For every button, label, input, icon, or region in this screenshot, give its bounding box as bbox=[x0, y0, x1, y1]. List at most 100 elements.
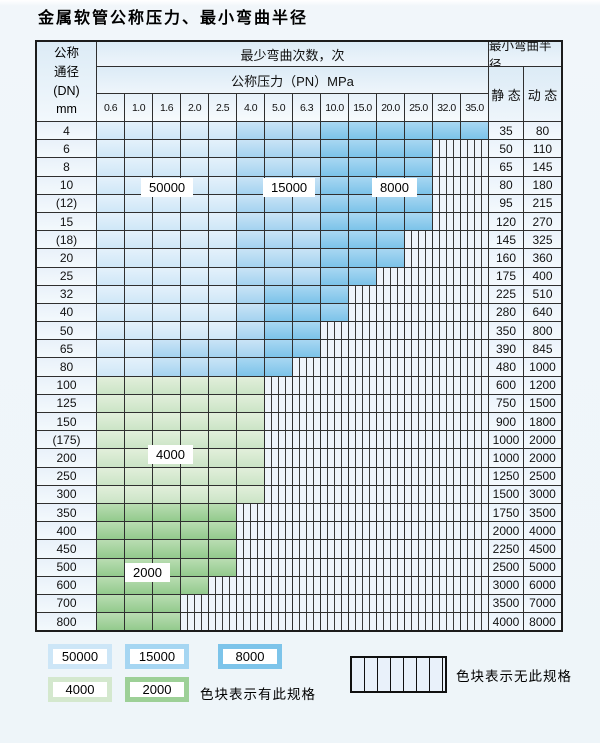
cycle-cell bbox=[209, 449, 236, 467]
dynamic-radius-value: 800 bbox=[524, 322, 561, 340]
cycle-cell bbox=[153, 613, 180, 631]
cycle-cell bbox=[209, 340, 236, 358]
no-spec-cell bbox=[349, 558, 376, 576]
dynamic-radius-value: 845 bbox=[524, 340, 561, 358]
cycle-cell bbox=[209, 249, 236, 267]
cycle-cell bbox=[265, 122, 292, 140]
no-spec-cell bbox=[209, 576, 236, 594]
pressure-cycles-table: 公称 通径 (DN) mm 最少弯曲次数，次 最小弯曲半径 公称压力（PN）MP… bbox=[35, 40, 563, 633]
cycle-cell bbox=[209, 267, 236, 285]
no-spec-cell bbox=[237, 522, 264, 540]
dn-row-label: 20 bbox=[37, 249, 96, 267]
no-spec-cell bbox=[405, 613, 432, 631]
no-spec-cell bbox=[321, 431, 348, 449]
no-spec-cell bbox=[377, 303, 404, 322]
no-spec-cell bbox=[349, 358, 376, 376]
no-spec-cell bbox=[433, 194, 460, 212]
dynamic-radius-value: 4000 bbox=[524, 522, 561, 540]
cycle-cell bbox=[153, 322, 180, 340]
cycle-cell bbox=[405, 194, 432, 212]
no-spec-cell bbox=[321, 376, 348, 394]
cycle-cell bbox=[153, 467, 180, 485]
cycle-cell bbox=[181, 503, 208, 522]
no-spec-cell bbox=[377, 485, 404, 503]
nominal-pressure-header: 公称压力（PN）MPa bbox=[97, 67, 488, 93]
cycle-cell bbox=[209, 376, 236, 394]
no-spec-cell bbox=[293, 522, 320, 540]
no-spec-cell bbox=[377, 267, 404, 285]
cycle-cell bbox=[97, 212, 124, 231]
dynamic-radius-value: 2500 bbox=[524, 467, 561, 485]
no-spec-cell bbox=[405, 340, 432, 358]
cycle-cell bbox=[153, 522, 180, 540]
no-spec-cell bbox=[265, 485, 292, 503]
dn-row-label: 50 bbox=[37, 322, 96, 340]
static-radius-value: 80 bbox=[489, 176, 523, 194]
cycle-cell bbox=[237, 376, 264, 394]
no-spec-cell bbox=[377, 376, 404, 394]
no-spec-cell bbox=[433, 249, 460, 267]
cycle-cell bbox=[181, 194, 208, 212]
no-spec-cell bbox=[433, 413, 460, 431]
cycle-cell bbox=[97, 249, 124, 267]
cycle-cell bbox=[209, 231, 236, 249]
cycle-cell bbox=[377, 140, 404, 158]
dn-row-label: 6 bbox=[37, 140, 96, 158]
cycle-cell bbox=[265, 249, 292, 267]
no-spec-cell bbox=[321, 558, 348, 576]
cycle-cell bbox=[237, 285, 264, 303]
no-spec-cell bbox=[433, 613, 460, 631]
no-spec-cell bbox=[405, 558, 432, 576]
no-spec-cell bbox=[265, 376, 292, 394]
no-spec-cell bbox=[433, 322, 460, 340]
static-radius-value: 1000 bbox=[489, 431, 523, 449]
dn-header-line: mm bbox=[56, 102, 77, 117]
cycle-cell bbox=[181, 522, 208, 540]
no-spec-cell bbox=[461, 394, 488, 412]
legend-swatch-label: 2000 bbox=[142, 682, 172, 697]
zone-label-4000: 4000 bbox=[148, 445, 193, 464]
legend-has-spec-text: 色块表示有此规格 bbox=[200, 687, 316, 702]
no-spec-cell bbox=[293, 558, 320, 576]
static-radius-value: 120 bbox=[489, 212, 523, 231]
dn-row-label: 25 bbox=[37, 267, 96, 285]
cycle-cell bbox=[181, 413, 208, 431]
no-spec-cell bbox=[293, 576, 320, 594]
no-spec-cell bbox=[321, 594, 348, 613]
no-spec-cell bbox=[349, 467, 376, 485]
cycle-cell bbox=[153, 267, 180, 285]
no-spec-cell bbox=[293, 431, 320, 449]
no-spec-cell bbox=[433, 522, 460, 540]
cycle-cell bbox=[97, 303, 124, 322]
cycle-cell bbox=[97, 176, 124, 194]
pressure-col-label: 2.5 bbox=[209, 94, 236, 121]
dynamic-radius-value: 270 bbox=[524, 212, 561, 231]
cycle-cell bbox=[97, 540, 124, 558]
no-spec-cell bbox=[405, 503, 432, 522]
no-spec-cell bbox=[405, 285, 432, 303]
cycle-cell bbox=[125, 231, 152, 249]
cycle-cell bbox=[321, 122, 348, 140]
no-spec-cell bbox=[181, 613, 208, 631]
cycle-cell bbox=[97, 431, 124, 449]
dn-header-line: (DN) bbox=[53, 83, 80, 98]
no-spec-cell bbox=[405, 358, 432, 376]
no-spec-cell bbox=[209, 613, 236, 631]
no-spec-cell bbox=[265, 394, 292, 412]
cycle-cell bbox=[237, 249, 264, 267]
legend-swatch-50000: 50000 bbox=[48, 644, 112, 669]
legend-swatch-15000: 15000 bbox=[125, 644, 189, 669]
cycle-cell bbox=[349, 194, 376, 212]
no-spec-cell bbox=[405, 231, 432, 249]
dn-row-label: 125 bbox=[37, 394, 96, 412]
cycle-cell bbox=[125, 540, 152, 558]
cycle-cell bbox=[125, 376, 152, 394]
static-radius-header: 静 态 bbox=[489, 67, 523, 121]
no-spec-cell bbox=[377, 594, 404, 613]
no-spec-cell bbox=[433, 449, 460, 467]
cycle-cell bbox=[181, 485, 208, 503]
no-spec-cell bbox=[433, 558, 460, 576]
pressure-col-label: 0.6 bbox=[97, 94, 124, 121]
static-radius-value: 160 bbox=[489, 249, 523, 267]
zone-label-15000: 15000 bbox=[263, 178, 316, 197]
